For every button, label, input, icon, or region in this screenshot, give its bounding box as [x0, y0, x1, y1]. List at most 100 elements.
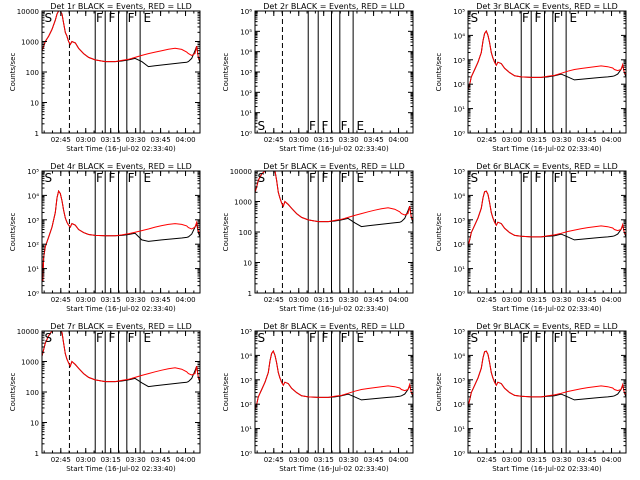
segment-label-F: F: [341, 171, 348, 185]
x-tick-label: 03:30: [126, 136, 146, 144]
y-tick-label: 10¹: [453, 266, 465, 274]
x-axis-label: Start Time (16-Jul-02 02:33:40): [66, 145, 176, 153]
x-tick-label: 04:00: [601, 456, 621, 464]
x-tick-label: 03:15: [527, 136, 547, 144]
y-tick-label: 10²: [453, 401, 465, 409]
segment-label-E: E: [143, 11, 151, 25]
y-tick-label: 10³: [453, 377, 465, 385]
x-tick-label: 04:00: [601, 296, 621, 304]
segment-label-E: E: [569, 11, 577, 25]
x-axis-label: Start Time (16-Jul-02 02:33:40): [492, 305, 602, 313]
x-tick-label: 03:15: [527, 456, 547, 464]
x-tick-label: 03:15: [101, 296, 121, 304]
panel-title: Det 6r BLACK = Events, RED = LLD: [476, 162, 618, 171]
y-tick-label: 10⁰: [453, 290, 465, 298]
plot-frame: [254, 170, 414, 294]
series-line-events: [41, 10, 201, 68]
y-tick-label: 10³: [453, 57, 465, 65]
y-tick-label: 100: [239, 229, 252, 237]
y-tick-label: 10⁴: [453, 192, 465, 200]
x-tick-label: 03:45: [150, 136, 170, 144]
segment-label-F: F: [128, 171, 135, 185]
series-line-lld: [41, 330, 201, 383]
segment-label-F: F: [128, 331, 135, 345]
x-tick-label: 03:45: [363, 296, 383, 304]
y-tick-label: 10¹: [453, 426, 465, 434]
segment-label-E: E: [356, 171, 364, 185]
x-tick-label: 04:00: [388, 296, 408, 304]
y-tick-label: 10000: [230, 168, 252, 176]
x-tick-label: 02:45: [477, 456, 497, 464]
y-axis-label: Counts/sec: [9, 213, 17, 252]
panel-title: Det 7r BLACK = Events, RED = LLD: [50, 322, 192, 331]
y-tick-label: 10⁰: [240, 450, 252, 458]
y-tick-label: 10²: [453, 81, 465, 89]
x-tick-label: 03:15: [101, 456, 121, 464]
panel-title: Det 5r BLACK = Events, RED = LLD: [263, 162, 405, 171]
panel-title: Det 4r BLACK = Events, RED = LLD: [50, 162, 192, 171]
plot-frame: [467, 10, 627, 134]
series-line-lld: [467, 350, 627, 407]
x-tick-label: 03:00: [502, 296, 522, 304]
segment-label-F: F: [522, 171, 529, 185]
y-tick-label: 10³: [27, 217, 39, 225]
y-tick-label: 10²: [240, 89, 252, 97]
x-tick-label: 04:00: [175, 136, 195, 144]
y-tick-label: 10: [30, 100, 39, 108]
x-tick-label: 03:00: [76, 136, 96, 144]
segment-label-S: S: [257, 331, 265, 345]
x-tick-label: 03:00: [76, 296, 96, 304]
plot-frame: [254, 330, 414, 454]
x-tick-label: 03:45: [576, 296, 596, 304]
x-tick-label: 03:30: [552, 456, 572, 464]
segment-label-F: F: [96, 331, 103, 345]
x-tick-label: 03:00: [289, 136, 309, 144]
y-axis-label: Counts/sec: [435, 53, 443, 92]
segment-label-S: S: [44, 11, 52, 25]
y-tick-label: 10²: [27, 241, 39, 249]
segment-label-F: F: [535, 171, 542, 185]
x-tick-label: 03:30: [339, 296, 359, 304]
series-line-lld: [467, 190, 627, 247]
series-line-events: [467, 350, 627, 407]
x-tick-label: 03:30: [552, 136, 572, 144]
y-tick-label: 1: [35, 450, 39, 458]
segment-label-S: S: [470, 171, 478, 185]
x-tick-label: 03:15: [314, 136, 334, 144]
x-tick-label: 04:00: [175, 456, 195, 464]
series-line-events: [41, 189, 201, 282]
segment-label-E: E: [143, 331, 151, 345]
y-axis-label: Counts/sec: [222, 53, 230, 92]
x-tick-label: 03:00: [76, 456, 96, 464]
segment-label-F: F: [109, 171, 116, 185]
y-tick-label: 10⁰: [453, 450, 465, 458]
panel-title: Det 1r BLACK = Events, RED = LLD: [50, 2, 192, 11]
x-tick-label: 03:00: [289, 456, 309, 464]
segment-label-F: F: [309, 119, 316, 133]
segment-label-F: F: [128, 11, 135, 25]
y-tick-label: 10⁴: [453, 32, 465, 40]
x-tick-label: 03:45: [576, 456, 596, 464]
segment-label-F: F: [554, 11, 561, 25]
series-line-events: [41, 330, 201, 388]
series-line-lld: [467, 30, 627, 90]
plot-frame: [467, 330, 627, 454]
segment-label-F: F: [522, 331, 529, 345]
y-axis-label: Counts/sec: [435, 213, 443, 252]
segment-label-F: F: [96, 171, 103, 185]
segment-label-F: F: [322, 171, 329, 185]
segment-label-F: F: [535, 11, 542, 25]
y-tick-label: 10⁶: [240, 8, 252, 16]
y-tick-label: 10¹: [240, 110, 252, 118]
x-tick-label: 03:30: [126, 456, 146, 464]
y-tick-label: 10³: [453, 217, 465, 225]
segment-label-F: F: [341, 331, 348, 345]
y-tick-label: 10²: [240, 401, 252, 409]
segment-label-F: F: [554, 171, 561, 185]
segment-label-E: E: [143, 171, 151, 185]
y-tick-label: 10⁵: [453, 168, 465, 176]
